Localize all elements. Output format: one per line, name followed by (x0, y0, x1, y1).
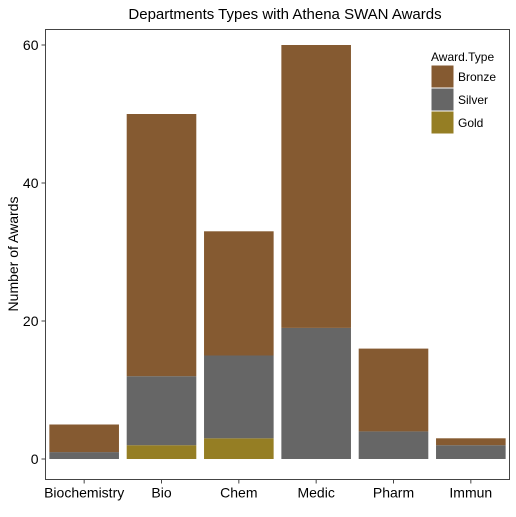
legend: Award.Type Bronze Silver Gold (430, 50, 496, 135)
y-tick-label: 40 (23, 175, 39, 191)
bar-bio-bronze (126, 114, 197, 377)
x-tick-label: Biochemistry (44, 485, 124, 501)
bar-biochemistry-silver (49, 452, 119, 459)
bar-chem-gold (204, 438, 274, 459)
x-tick-label: Medic (297, 485, 334, 501)
legend-key-bronze (430, 64, 455, 89)
bar-medic-bronze (281, 45, 351, 328)
bar-pharm-bronze (358, 348, 429, 432)
y-axis-label: Number of Awards (5, 197, 21, 312)
bar-biochemistry-bronze (49, 424, 119, 453)
bars-group (49, 45, 506, 459)
bar-immun-bronze (436, 438, 506, 446)
x-tick-label: Immun (449, 485, 492, 501)
x-tick-label: Pharm (373, 485, 414, 501)
x-tick-label: Chem (220, 485, 257, 501)
bar-bio-silver (126, 376, 197, 446)
bar-pharm-silver (358, 431, 429, 459)
x-axis-ticks: Biochemistry Bio Chem Medic Pharm Immun (44, 479, 492, 501)
x-tick-label: Bio (151, 485, 171, 501)
y-axis-ticks: 0 20 40 60 (23, 37, 46, 467)
bar-chem-silver (204, 355, 274, 439)
bar-medic-silver (281, 327, 351, 459)
bar-immun-silver (436, 445, 506, 459)
legend-title: Award.Type (431, 50, 494, 64)
y-tick-label: 20 (23, 313, 39, 329)
y-tick-label: 0 (31, 451, 39, 467)
bar-chem-bronze (204, 231, 274, 356)
legend-label-bronze: Bronze (458, 70, 496, 84)
legend-key-gold (430, 110, 455, 135)
y-tick-label: 60 (23, 37, 39, 53)
bar-bio-gold (126, 445, 197, 459)
legend-label-gold: Gold (458, 116, 483, 130)
legend-key-silver (430, 87, 455, 112)
legend-label-silver: Silver (458, 93, 488, 107)
chart-title: Departments Types with Athena SWAN Award… (128, 6, 441, 23)
